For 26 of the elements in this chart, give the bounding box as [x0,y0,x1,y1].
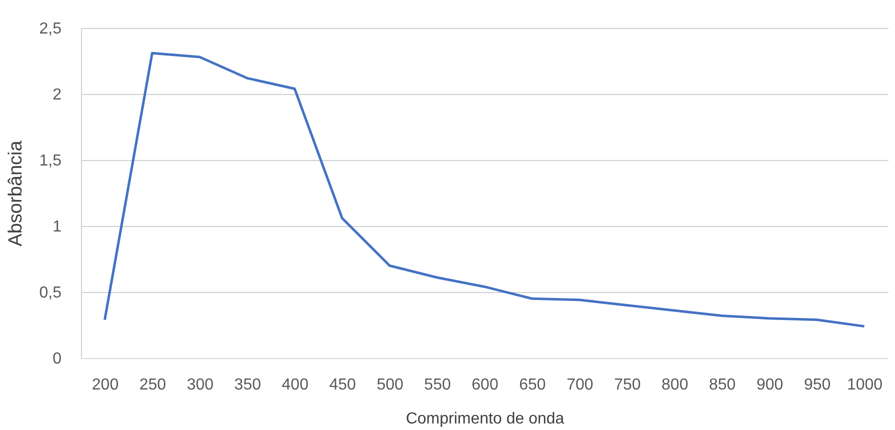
x-tick-label: 600 [472,376,498,394]
x-tick-label: 400 [282,376,309,394]
x-tick-label: 750 [614,376,641,394]
line-series [103,52,866,328]
x-tick-label: 550 [424,376,451,394]
x-tick-label: 500 [376,376,404,394]
x-tick-label: 350 [234,376,262,394]
y-tick-label: 0 [52,350,62,368]
y-tick-label: 1 [52,218,62,236]
y-tick-label: 0,5 [39,284,62,302]
x-axis-title: Comprimento de onda [406,410,564,428]
x-tick-label: 450 [329,376,356,394]
y-axis-title: Absorbância [5,140,26,246]
x-tick-label: 950 [804,376,831,394]
y-tick-label: 2 [52,86,62,104]
x-tick-label: 700 [566,376,594,394]
x-tick-label: 900 [756,376,784,394]
y-tick-label: 1,5 [39,152,62,170]
x-tick-label: 250 [139,376,166,394]
x-tick-label: 300 [186,376,214,394]
x-tick-label: 200 [92,376,119,394]
y-tick-label: 2,5 [39,20,62,38]
x-tick-label: 800 [662,376,688,394]
x-tick-label: 650 [519,376,546,394]
x-tick-label: 1000 [846,376,883,394]
x-tick-label: 850 [709,376,736,394]
